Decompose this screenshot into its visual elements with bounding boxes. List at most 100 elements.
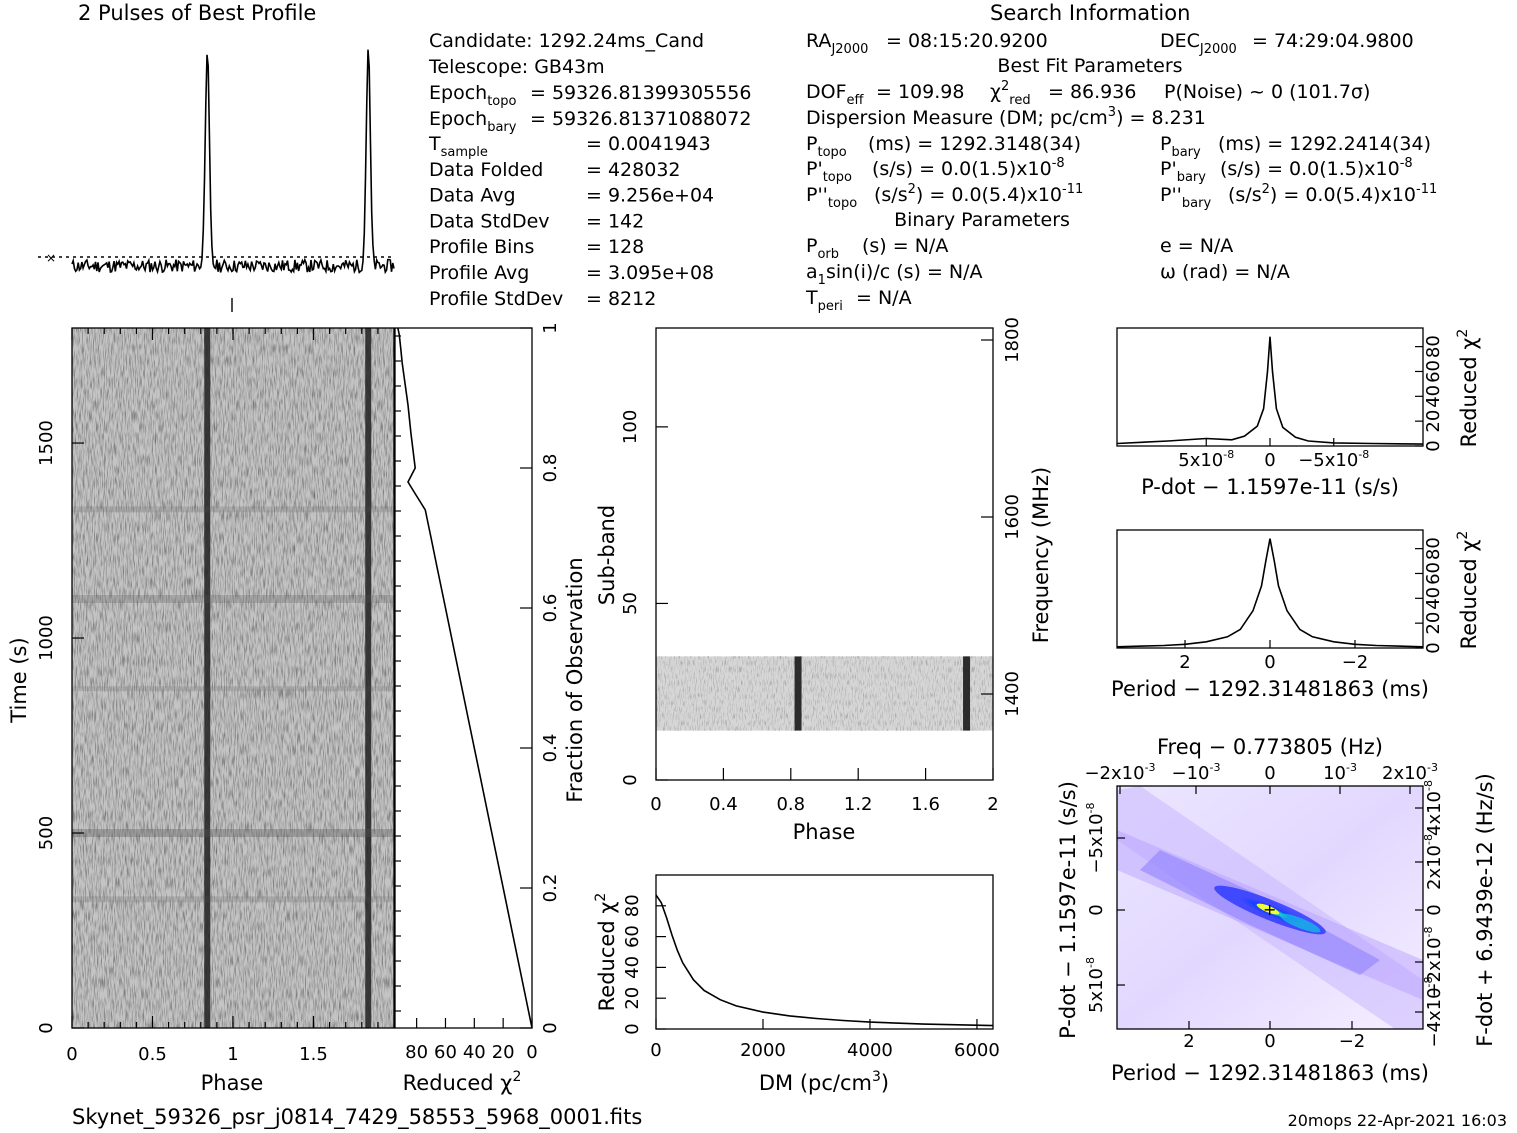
- tick-label: 0.4: [709, 794, 738, 815]
- telescope-line: Telescope: GB43m: [428, 56, 605, 78]
- pdot-curve: [1116, 336, 1424, 445]
- dm-label: Dispersion Measure (DM; pc/cm3) = 8.231: [806, 105, 1206, 129]
- tick-label: 1.6: [911, 794, 940, 815]
- tick-label: 0.5: [138, 1044, 167, 1065]
- tick-label: 0: [622, 1023, 643, 1034]
- sb-right-label: Frequency (MHz): [1029, 467, 1053, 643]
- candidate-row-label: Data Folded: [429, 159, 543, 181]
- ecc-value: e = N/A: [1160, 235, 1233, 257]
- pulse-track: [794, 656, 802, 731]
- dm-ylabel: Reduced χ2: [593, 893, 619, 1012]
- tp-ylabel: Time (s): [7, 637, 31, 723]
- tick-label: 1: [227, 1044, 238, 1065]
- tick-label: 50: [620, 592, 641, 615]
- dm-panel: 0 2000 4000 6000 0 20 40 60 80 DM (pc/cm3) Reduc…: [593, 874, 1000, 1095]
- a1sini-value: sin(i)/c (s) = N/A: [826, 261, 983, 283]
- pulse-track: [204, 328, 211, 1028]
- svg-text:×: ×: [46, 251, 56, 265]
- profile-curve: [71, 49, 395, 275]
- tick-label: 0: [1423, 440, 1444, 451]
- tick-label: −2x10-8: [1422, 926, 1445, 997]
- period-ylabel: Reduced χ2: [1455, 531, 1481, 650]
- pp-ylabel: P-dot − 1.1597e-11 (s/s): [1056, 781, 1080, 1039]
- pddot-topo-value: (s/s2) = 0.0(5.4)x10-11: [874, 182, 1083, 206]
- tick-label: −4x10-8: [1422, 976, 1445, 1047]
- tick-label: 60: [1423, 562, 1444, 585]
- ptopo-value: (ms) = 1292.3148(34): [868, 133, 1081, 155]
- row-stripe: [72, 829, 394, 838]
- epoch-topo-value: = 59326.81399305556: [530, 82, 751, 104]
- candidate-row-label: Data Avg: [429, 185, 516, 207]
- tick-label: 60: [1423, 360, 1444, 383]
- tick-label: −2: [1342, 652, 1369, 673]
- svg-text:Tperi: Tperi: [805, 287, 843, 314]
- tick-label: 0: [66, 1044, 77, 1065]
- tick-label: 5x10-8: [1178, 448, 1234, 471]
- tick-label: 80: [1423, 335, 1444, 358]
- candidate-row-value: = 8212: [586, 288, 656, 310]
- tick-label: 10-3: [1323, 761, 1357, 784]
- svg-text:DECJ2000: DECJ2000: [1160, 30, 1237, 57]
- tick-label: −5x10-8: [1084, 802, 1107, 873]
- svg-text:P''bary: P''bary: [1160, 184, 1211, 211]
- row-stripe: [72, 896, 394, 903]
- candidate-row-value: = 142: [586, 210, 644, 232]
- svg-text:a1: a1: [806, 261, 826, 288]
- svg-text:Ptopo: Ptopo: [806, 133, 847, 160]
- chi2-time-curve: [397, 327, 533, 1029]
- tick-label: 4000: [847, 1040, 893, 1061]
- pdot-bary-value: (s/s) = 0.0(1.5)x10-8: [1220, 156, 1413, 180]
- time-phase-panel: 0 0.5 1 1.5 0 500 1000 1500 Phase Time (s): [7, 327, 395, 1095]
- candidate-info: Candidate: 1292.24ms_Cand Telescope: GB4…: [428, 30, 751, 310]
- tick-label: 2: [1179, 652, 1190, 673]
- tick-label: 0: [1086, 904, 1107, 915]
- tick-label: 80: [405, 1042, 428, 1063]
- svg-text:P'bary: P'bary: [1160, 158, 1206, 185]
- tick-label: 0.2: [540, 874, 561, 903]
- tick-label: 40: [463, 1042, 486, 1063]
- candidate-row-label: Profile Bins: [429, 236, 534, 258]
- tick-label: 40: [622, 956, 643, 979]
- sb-ylabel: Sub-band: [595, 505, 619, 605]
- tick-label: 0: [1424, 904, 1445, 915]
- sb-xlabel: Phase: [793, 820, 856, 844]
- tick-label: 100: [620, 410, 641, 444]
- pp-title: Freq − 0.773805 (Hz): [1157, 735, 1383, 759]
- tick-label: 1: [540, 322, 561, 333]
- svg-text:χ2red: χ2red: [990, 79, 1031, 108]
- candidate-row-value: = 428032: [586, 159, 681, 181]
- pdot-period-panel: + 2 0 −2 −2x10-3 −10-3 0 10-3 2x10-3 −5x10-8 0 5x1…: [1056, 735, 1497, 1085]
- pbary-value: (ms) = 1292.2414(34): [1218, 133, 1431, 155]
- tick-label: 2x10-8: [1422, 834, 1445, 890]
- search-info-title: Search Information: [990, 1, 1190, 25]
- tick-label: 2: [1183, 1031, 1194, 1052]
- best-fit-marker: +: [1263, 900, 1276, 919]
- pddot-bary-value: (s/s2) = 0.0(5.4)x10-11: [1228, 182, 1437, 206]
- pulse-track: [963, 656, 971, 731]
- pdot-topo-value: (s/s) = 0.0(1.5)x10-8: [872, 156, 1065, 180]
- tick-label: 2: [987, 794, 998, 815]
- tick-label: 20: [492, 1042, 515, 1063]
- ct-xlabel: Reduced χ2: [403, 1069, 522, 1095]
- tick-label: 20: [1423, 612, 1444, 635]
- ct-ylabel: Fraction of Observation: [563, 557, 587, 802]
- tick-label: 80: [622, 894, 643, 917]
- tick-label: −2: [1339, 1031, 1366, 1052]
- svg-text:Porb: Porb: [806, 235, 839, 262]
- tick-label: 1000: [36, 615, 57, 661]
- tick-label: 60: [434, 1042, 457, 1063]
- row-stripe: [72, 686, 394, 692]
- candidate-row-label: Profile StdDev: [429, 288, 563, 310]
- dof-value: = 109.98: [876, 81, 964, 103]
- tick-label: 0: [36, 1022, 57, 1033]
- candidate-row-value: = 0.0041943: [586, 133, 711, 155]
- pp-right-label: F-dot + 6.9439e-12 (Hz/s): [1473, 773, 1497, 1047]
- pnoise-value: P(Noise) ~ 0 (101.7σ): [1164, 81, 1370, 103]
- svg-text:DOFeff: DOFeff: [806, 81, 865, 108]
- chi2-time-panel: 80 60 40 20 00 0.2 0.4 0.6 0.8 1 Reduced χ2 Fract…: [394, 322, 587, 1095]
- tick-label: −2x10-3: [1084, 761, 1155, 784]
- tick-label: 1500: [36, 420, 57, 466]
